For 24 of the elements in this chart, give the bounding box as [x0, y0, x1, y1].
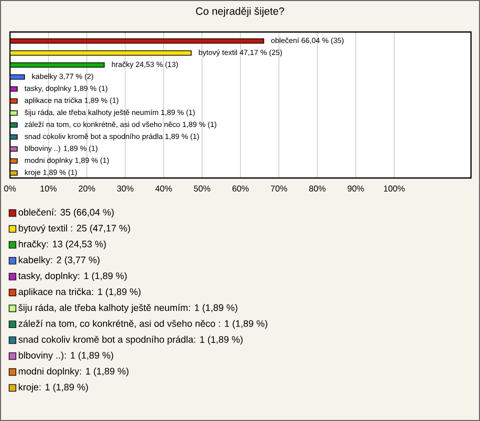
text: záleží na tom, co konkrétně, asi od všeho něco : 1 (1,89 %) [18, 320, 268, 329]
x-tick-label: 100% [384, 186, 405, 192]
text: šiju ráda, ale třeba kalhoty ještě neumím: 1 (1,89 %) [18, 304, 238, 313]
text: modni doplnky: 1 (1,89 %) [18, 368, 128, 376]
text: blboviny ..): 1 (1,89 %) [18, 352, 114, 361]
x-tick-label: 40% [155, 186, 172, 192]
x-tick-label: 50% [194, 186, 210, 192]
x-tick-label: 20% [78, 186, 96, 192]
text: aplikace na trička: 1 (1,89 %) [18, 288, 141, 297]
x-tick-label: 80% [309, 186, 326, 192]
x-tick-label: 10% [40, 186, 57, 192]
chart-title: Co nejraději šijete? [196, 7, 284, 17]
x-tick-label: 60% [232, 186, 249, 192]
x-tick-label: 30% [117, 186, 134, 192]
text: tasky, doplnky: 1 (1,89 %) [18, 272, 127, 282]
text: bytový textil : 25 (47,17 %) [18, 224, 130, 234]
x-tick-label: 90% [348, 186, 364, 192]
x-tick-label: 70% [270, 186, 288, 192]
text: kabelky: 2 (3,77 %) [18, 256, 100, 266]
text: oblečení: 35 (66,04 %) [18, 208, 114, 218]
x-tick-label: 0% [4, 186, 16, 192]
text: snad cokoliv kromě bot a spodního prádla: 1 (1,89 %) [18, 336, 243, 345]
text: kroje: 1 (1,89 %) [18, 383, 88, 392]
text: hračky: 13 (24,53 %) [18, 240, 106, 250]
